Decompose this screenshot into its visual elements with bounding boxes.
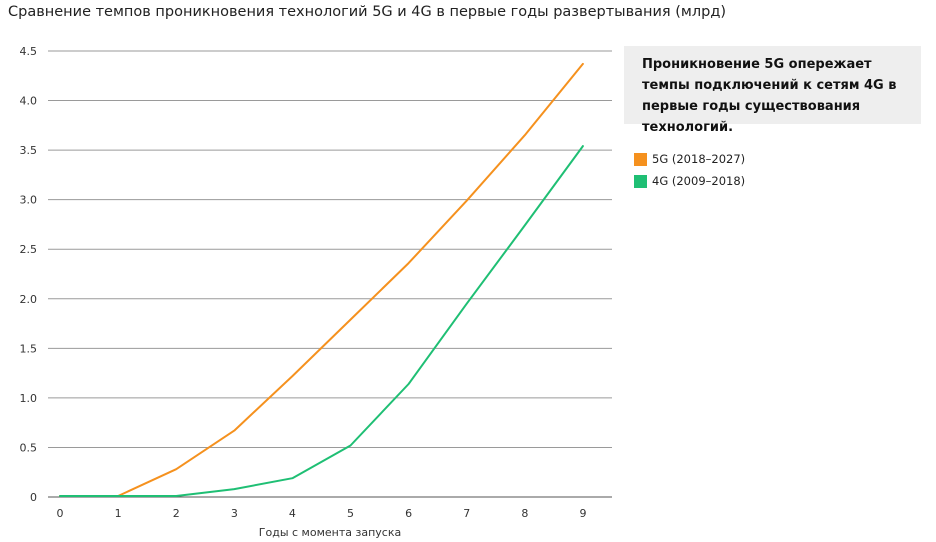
y-tick-label: 1.5	[20, 342, 38, 355]
legend: 5G (2018–2027) 4G (2009–2018)	[634, 148, 745, 192]
x-tick-label: 7	[463, 507, 470, 520]
legend-item: 4G (2009–2018)	[634, 170, 745, 192]
x-tick-label: 6	[405, 507, 412, 520]
x-tick-label: 4	[289, 507, 296, 520]
legend-swatch	[634, 152, 647, 166]
y-axis-ticks: 0 0.5 1.0 1.5 2.0 2.5 3.0 3.5 4.0 4.5	[20, 45, 38, 504]
y-tick-label: 0.5	[20, 441, 38, 454]
series-line	[59, 62, 584, 497]
chart-title: Сравнение темпов проникновения технологи…	[8, 4, 727, 20]
x-tick-label: 9	[579, 507, 586, 520]
y-tick-label: 4.5	[20, 45, 38, 58]
legend-label: 5G (2018–2027)	[652, 152, 746, 166]
series-lines	[59, 62, 584, 497]
y-tick-label: 4.0	[20, 95, 38, 108]
y-tick-label: 3.5	[20, 144, 38, 157]
annotation-callout: Проникновение 5G опережает темпы подключ…	[624, 46, 921, 135]
x-axis-ticks: 0 1 2 3 4 5 6 7 8 9	[57, 507, 587, 520]
y-tick-label: 2.0	[20, 293, 38, 306]
y-tick-label: 3.0	[20, 194, 38, 207]
grid-lines	[48, 50, 612, 498]
x-tick-label: 1	[115, 507, 122, 520]
x-axis-title: Годы с момента запуска	[259, 526, 401, 539]
x-tick-label: 3	[231, 507, 238, 520]
x-tick-label: 5	[347, 507, 354, 520]
legend-swatch	[634, 174, 647, 188]
y-tick-label: 1.0	[20, 392, 38, 405]
series-line	[59, 145, 584, 497]
x-tick-label: 8	[521, 507, 528, 520]
y-tick-label: 2.5	[20, 243, 38, 256]
legend-label: 4G (2009–2018)	[652, 174, 746, 188]
x-tick-label: 0	[57, 507, 64, 520]
x-tick-label: 2	[173, 507, 180, 520]
y-tick-label: 0	[30, 491, 37, 504]
legend-item: 5G (2018–2027)	[634, 148, 745, 170]
